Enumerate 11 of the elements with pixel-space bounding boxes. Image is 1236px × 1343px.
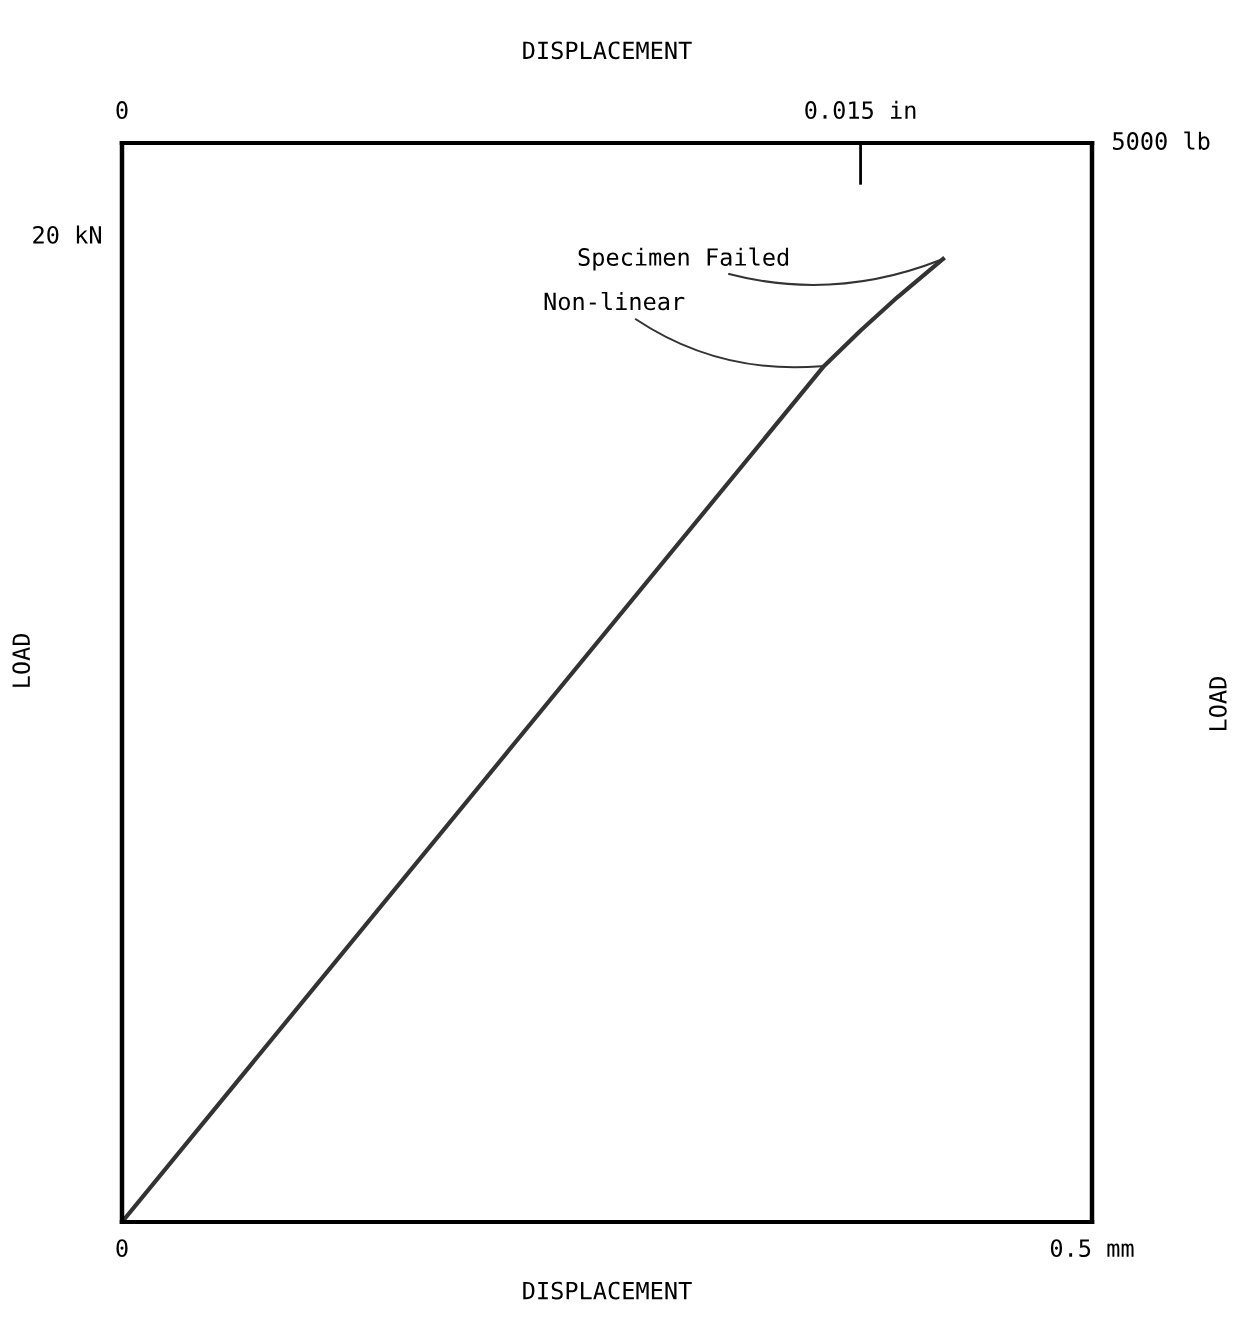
text: 5000 lb <box>1113 131 1210 150</box>
text: 20 kN <box>33 225 101 244</box>
x2-tick-label: 0.015 in <box>805 100 916 119</box>
x-axis-title: DISPLACEMENT <box>523 1281 692 1300</box>
annotation: Non-linear <box>544 291 685 311</box>
y2-axis-title: LOAD <box>1208 677 1227 731</box>
x2-axis-title: DISPLACEMENT <box>523 41 692 60</box>
annotation: Specimen Failed <box>578 247 789 271</box>
y-axis-title: LOAD <box>12 633 31 687</box>
x-tick-label: 0.5 mm <box>1050 1239 1134 1258</box>
x2-tick-label: 0 <box>116 101 128 119</box>
